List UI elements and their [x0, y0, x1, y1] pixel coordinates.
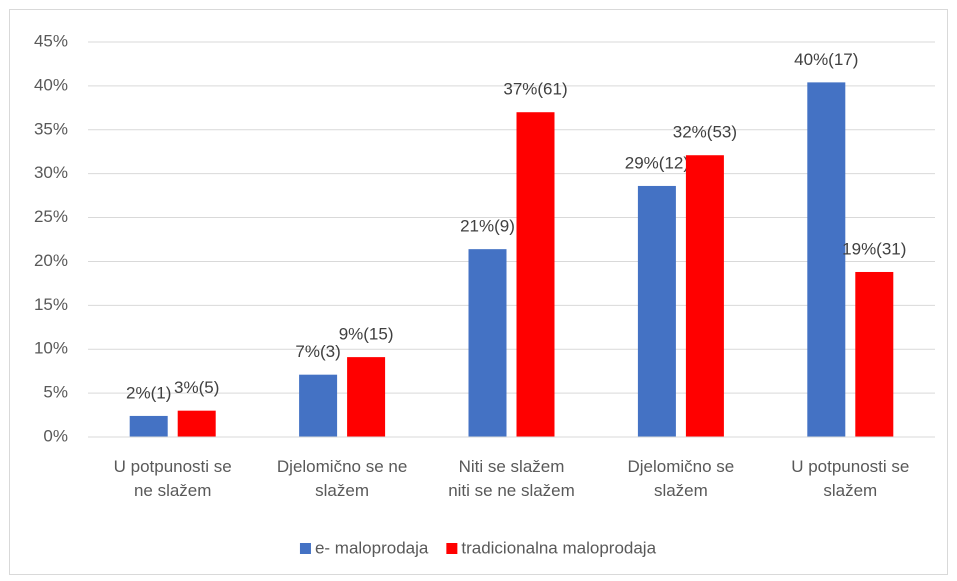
- bar: [637, 185, 676, 437]
- x-tick-label: Niti se slažem niti se ne slažem: [448, 457, 575, 500]
- data-label: 2%(1): [126, 383, 171, 402]
- y-tick-label: 15%: [34, 295, 68, 314]
- data-label: 37%(61): [503, 80, 567, 99]
- data-label: 21%(9): [460, 217, 515, 236]
- y-tick-label: 25%: [34, 207, 68, 226]
- bar: [347, 357, 386, 437]
- x-tick-label: Djelomično se slažem: [627, 457, 735, 500]
- bar: [468, 249, 507, 437]
- bar: [807, 82, 846, 437]
- y-tick-label: 40%: [34, 75, 68, 94]
- y-tick-label: 10%: [34, 339, 68, 358]
- data-label: 32%(53): [673, 123, 737, 142]
- legend-swatch: [446, 543, 458, 554]
- bar: [299, 374, 338, 437]
- data-label: 29%(12): [625, 153, 689, 172]
- data-label: 3%(5): [174, 378, 219, 397]
- data-label: 7%(3): [295, 342, 340, 361]
- legend-swatch: [299, 543, 311, 554]
- y-tick-label: 5%: [43, 383, 68, 402]
- data-label: 9%(15): [339, 325, 394, 344]
- bar: [855, 271, 894, 437]
- data-label: 19%(31): [842, 239, 906, 258]
- bar: [516, 112, 555, 437]
- x-tick-label: Djelomično se ne slažem: [276, 457, 408, 500]
- legend-label: tradicionalna maloprodaja: [461, 538, 656, 557]
- y-tick-label: 20%: [34, 251, 68, 270]
- y-tick-label: 45%: [34, 31, 68, 50]
- bar: [177, 410, 216, 437]
- bar: [129, 415, 168, 437]
- x-tick-label: U potpunosti se ne slažem: [113, 457, 232, 500]
- legend-label: e- maloprodaja: [315, 538, 429, 557]
- y-tick-label: 30%: [34, 163, 68, 182]
- data-label: 40%(17): [794, 50, 858, 69]
- bar: [685, 155, 724, 437]
- y-tick-label: 0%: [43, 426, 68, 445]
- y-tick-label: 35%: [34, 119, 68, 138]
- x-tick-label: U potpunosti se slažem: [791, 457, 910, 500]
